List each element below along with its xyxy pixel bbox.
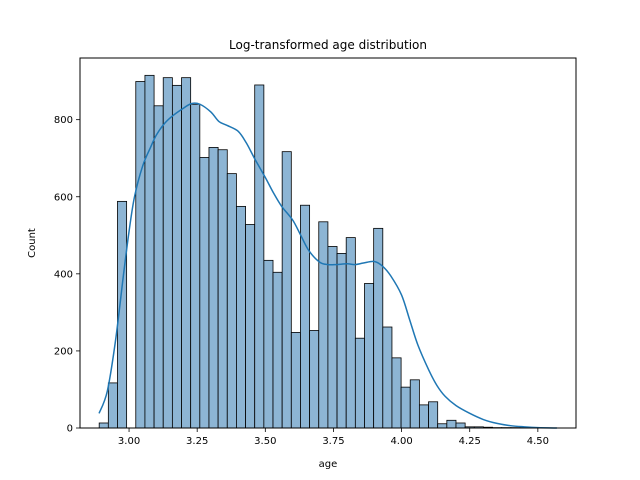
kde-line xyxy=(98,102,557,429)
histogram-bar xyxy=(428,401,439,429)
x-tick-label: 4.00 xyxy=(390,436,412,447)
histogram-bar xyxy=(98,422,109,429)
x-axis: 3.00 3.25 3.50 3.75 4.00 4.25 4.50 xyxy=(118,428,549,447)
y-axis: 0 200 400 600 800 xyxy=(54,115,80,435)
histogram-bars xyxy=(98,74,539,429)
histogram-bar xyxy=(290,332,301,429)
histogram-bar xyxy=(354,337,365,429)
y-tick-label: 200 xyxy=(54,346,73,357)
histogram-bar xyxy=(199,157,210,429)
histogram-bar xyxy=(181,77,192,429)
histogram-bar xyxy=(254,84,265,429)
histogram-bar xyxy=(263,259,274,429)
histogram-bar xyxy=(318,221,329,429)
histogram-bar xyxy=(345,237,356,429)
x-tick-label: 3.25 xyxy=(186,436,208,447)
histogram-bar xyxy=(153,105,164,429)
histogram-bar xyxy=(327,246,338,429)
histogram-bar xyxy=(217,149,228,429)
x-axis-label: age xyxy=(319,459,338,470)
x-tick-label: 3.75 xyxy=(322,436,344,447)
histogram-bar xyxy=(226,173,237,429)
y-tick-label: 800 xyxy=(54,115,73,126)
histogram-bar xyxy=(281,151,292,429)
histogram-bar xyxy=(208,147,219,429)
x-tick-label: 3.50 xyxy=(254,436,276,447)
histogram-bar xyxy=(391,357,402,429)
x-tick-label: 4.25 xyxy=(459,436,481,447)
histogram-bar xyxy=(245,224,256,429)
histogram-bar xyxy=(437,423,448,429)
x-tick-label: 4.50 xyxy=(527,436,549,447)
plot-frame xyxy=(79,57,577,429)
histogram-bar xyxy=(400,386,411,429)
chart-title: Log-transformed age distribution xyxy=(229,38,427,52)
histogram-bar xyxy=(236,205,246,429)
histogram-bar xyxy=(382,326,393,429)
y-tick-label: 600 xyxy=(54,192,73,203)
histogram-bar xyxy=(309,330,320,429)
histogram-bar xyxy=(162,77,173,429)
x-tick-label: 3.00 xyxy=(118,436,140,447)
histogram-bar xyxy=(272,271,283,429)
histogram-bar xyxy=(171,84,182,429)
histogram-bar xyxy=(336,253,347,429)
y-tick-label: 0 xyxy=(67,424,73,435)
histogram-bar xyxy=(144,74,155,429)
histogram-bar xyxy=(409,379,420,429)
y-axis-label: Count xyxy=(27,228,38,258)
histogram-bar xyxy=(107,382,118,429)
histogram-bar xyxy=(455,422,466,429)
histogram-bar xyxy=(418,404,429,429)
histogram-bar xyxy=(446,419,457,429)
y-tick-label: 400 xyxy=(54,269,73,280)
histogram-bar xyxy=(364,283,375,429)
histogram-bar xyxy=(190,103,201,429)
histogram-bar xyxy=(373,227,384,429)
histogram-bar xyxy=(135,81,146,429)
